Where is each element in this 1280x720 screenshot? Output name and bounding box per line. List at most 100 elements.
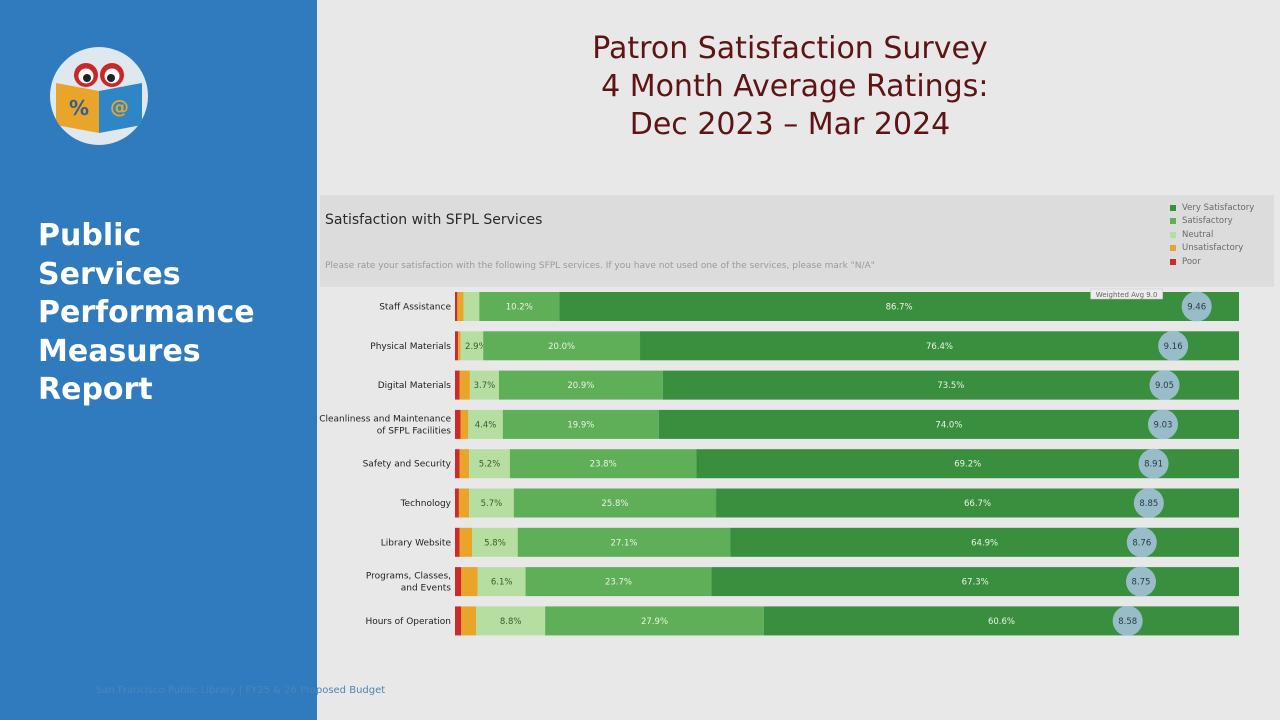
- weighted-avg-value: 8.58: [1118, 617, 1137, 627]
- chart-header-panel: [320, 195, 1274, 287]
- data-label-very-satisfactory: 69.2%: [954, 460, 981, 470]
- legend-label: Very Satisfactory: [1182, 202, 1255, 213]
- bar-segment-neutral: [469, 449, 510, 479]
- weighted-avg-value: 9.16: [1164, 342, 1183, 352]
- data-label-satisfactory: 25.8%: [601, 499, 628, 509]
- weighted-avg-marker: [1126, 527, 1157, 558]
- page-title-line: Dec 2023 – Mar 2024: [629, 107, 951, 142]
- bar-segment-satisfactory: [517, 527, 731, 557]
- legend-swatch-satisfactory: [1170, 218, 1176, 225]
- category-label: Safety and Security: [363, 460, 452, 470]
- bar-segment-poor: [455, 292, 458, 321]
- sidebar: % @ Public Services Performance Measures…: [0, 0, 317, 720]
- data-label-satisfactory: 27.1%: [610, 538, 637, 548]
- report-title-line: Services: [38, 256, 181, 292]
- weighted-avg-reference-box: [1090, 288, 1163, 300]
- legend-label: Poor: [1182, 256, 1201, 267]
- bar-segment-very-satisfactory: [658, 409, 1239, 439]
- legend-swatch-very-satisfactory: [1170, 204, 1176, 211]
- bar-segment-unsatisfactory: [461, 606, 477, 636]
- page-title: Patron Satisfaction Survey 4 Month Avera…: [520, 30, 1060, 144]
- bar-segment-satisfactory: [509, 449, 697, 479]
- data-label-satisfactory: 27.9%: [641, 617, 668, 627]
- bar-segment-unsatisfactory: [458, 331, 461, 361]
- data-label-neutral: 3.7%: [474, 381, 496, 391]
- data-label-satisfactory: 20.9%: [567, 381, 594, 391]
- bar-row-library-website: Library Website 5.8% 27.1% 64.9% 8.76: [381, 527, 1239, 558]
- data-label-very-satisfactory: 66.7%: [964, 499, 991, 509]
- legend-item: Unsatisfactory: [1170, 242, 1254, 256]
- legend-label: Satisfactory: [1182, 216, 1233, 227]
- owl-book-icon: % @: [56, 63, 142, 133]
- logo-percent-symbol: %: [69, 96, 89, 120]
- data-label-neutral: 4.4%: [475, 420, 497, 430]
- logo-at-symbol: @: [110, 96, 129, 118]
- weighted-avg-value: 8.91: [1144, 460, 1163, 470]
- bar-segment-unsatisfactory: [458, 488, 470, 518]
- legend-label: Unsatisfactory: [1182, 243, 1244, 254]
- bar-row-digital-materials: Digital Materials 3.7% 20.9% 73.5% 9.05: [378, 370, 1239, 401]
- bar-segment-neutral: [463, 292, 480, 321]
- legend-item: Poor: [1170, 255, 1254, 269]
- data-label-satisfactory: 10.2%: [506, 303, 533, 313]
- chart-legend: Very Satisfactory Satisfactory Neutral U…: [1170, 201, 1254, 269]
- category-label: Library Website: [381, 538, 452, 548]
- data-label-very-satisfactory: 64.9%: [971, 538, 998, 548]
- data-label-very-satisfactory: 86.7%: [886, 303, 913, 313]
- bar-segment-satisfactory: [513, 488, 717, 518]
- legend-swatch-unsatisfactory: [1170, 245, 1176, 252]
- category-label: Hours of Operation: [365, 617, 451, 627]
- weighted-avg-value: 8.75: [1132, 578, 1151, 588]
- legend-label: Neutral: [1182, 229, 1214, 240]
- weighted-avg-marker: [1112, 605, 1143, 636]
- page-title-line: 4 Month Average Ratings:: [591, 69, 989, 104]
- bar-segment-unsatisfactory: [461, 567, 478, 597]
- bar-segment-neutral: [477, 567, 526, 597]
- category-label: Technology: [400, 499, 452, 509]
- category-label: Cleanliness and Maintenance of SFPL Facil…: [319, 414, 451, 436]
- legend-item: Very Satisfactory: [1170, 201, 1254, 215]
- data-label-satisfactory: 20.0%: [548, 342, 575, 352]
- bar-segment-neutral: [476, 606, 546, 636]
- report-title: Public Services Performance Measures Rep…: [38, 217, 255, 410]
- data-label-very-satisfactory: 60.6%: [988, 617, 1015, 627]
- bar-segment-poor: [455, 606, 462, 636]
- weighted-avg-value: 9.03: [1153, 420, 1172, 430]
- footer-text: San Francisco Public Library | FY25 & 26…: [96, 685, 386, 696]
- bar-segment-very-satisfactory: [662, 370, 1239, 400]
- bar-segment-unsatisfactory: [460, 409, 469, 439]
- bar-segment-satisfactory: [525, 567, 712, 597]
- data-label-neutral: 8.8%: [500, 617, 522, 627]
- bar-segment-poor: [455, 331, 459, 361]
- report-title-line: Performance: [38, 295, 255, 330]
- bar-segment-neutral: [469, 370, 499, 400]
- library-logo: % @: [50, 47, 148, 145]
- bar-segment-very-satisfactory: [763, 606, 1239, 636]
- weighted-avg-marker: [1126, 566, 1156, 597]
- bar-segment-satisfactory: [483, 331, 641, 361]
- weighted-avg-marker: [1158, 330, 1189, 361]
- weighted-avg-marker: [1138, 448, 1169, 479]
- weighted-avg-marker: [1133, 488, 1164, 518]
- chart-subtitle: Please rate your satisfaction with the f…: [325, 261, 875, 271]
- data-label-satisfactory: 23.7%: [605, 578, 632, 588]
- data-label-very-satisfactory: 67.3%: [962, 578, 989, 588]
- bar-segment-neutral: [469, 488, 514, 518]
- bar-segment-poor: [455, 449, 460, 479]
- bar-row-physical-materials: Physical Materials 2.9% 20.0% 76.4% 9.16: [370, 330, 1239, 361]
- bar-row-cleanliness-and-maintenance-of-sfpl-facilities: Cleanliness and Maintenance of SFPL Facil…: [319, 409, 1239, 440]
- bar-segment-poor: [455, 488, 459, 518]
- data-label-neutral: 2.9%: [465, 342, 487, 352]
- bar-row-safety-and-security: Safety and Security 5.2% 23.8% 69.2% 8.91: [363, 448, 1239, 479]
- bar-segment-unsatisfactory: [459, 449, 470, 479]
- bar-segment-very-satisfactory: [640, 331, 1239, 361]
- bar-row-staff-assistance: Staff Assistance 10.2% 86.7% 9.46: [379, 291, 1239, 322]
- weighted-avg-value: 9.46: [1187, 303, 1206, 313]
- bar-segment-poor: [455, 409, 461, 439]
- bar-segment-satisfactory: [498, 370, 663, 400]
- page-title-line: Patron Satisfaction Survey: [592, 31, 988, 66]
- bar-segment-satisfactory: [545, 606, 764, 636]
- data-label-neutral: 6.1%: [491, 578, 513, 588]
- bar-segment-neutral: [468, 409, 503, 439]
